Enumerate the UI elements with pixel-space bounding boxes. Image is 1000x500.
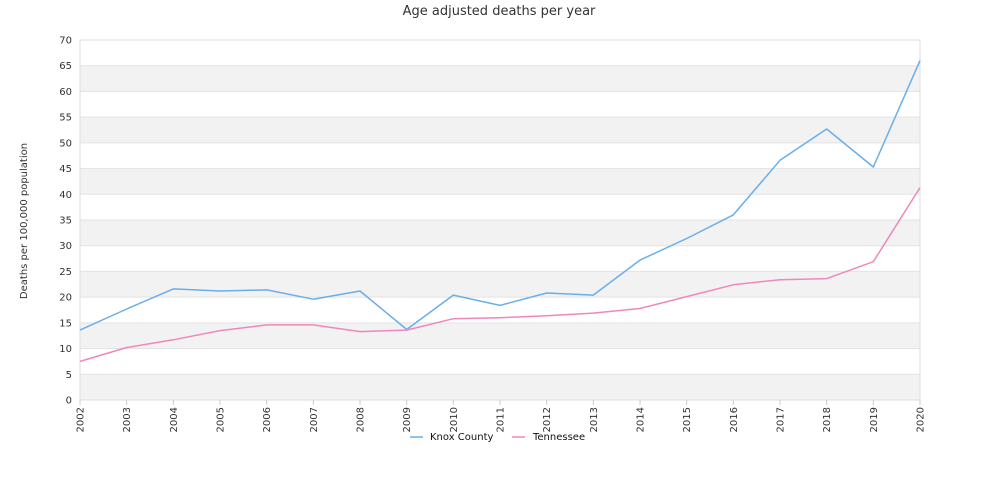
y-tick-label: 10 <box>59 344 72 355</box>
x-tick-label: 2018 <box>822 407 833 432</box>
x-tick-label: 2012 <box>542 407 553 432</box>
data-point[interactable] <box>544 291 549 296</box>
data-point[interactable] <box>498 315 503 320</box>
data-point[interactable] <box>824 126 829 131</box>
series-line-knox-county[interactable] <box>79 60 921 331</box>
data-point[interactable] <box>124 345 129 350</box>
data-point[interactable] <box>171 337 176 342</box>
x-tick-label: 2015 <box>682 407 693 432</box>
x-axis-ticks: 2002 2003 2004 2005 2006 2007 2008 2009 2010 2011… <box>76 400 927 432</box>
data-point[interactable] <box>451 293 456 298</box>
data-point[interactable] <box>918 58 923 63</box>
y-tick-label: 30 <box>59 241 72 252</box>
data-point[interactable] <box>591 311 596 316</box>
data-point[interactable] <box>918 185 923 190</box>
y-tick-label: 5 <box>66 370 72 381</box>
data-point[interactable] <box>451 316 456 321</box>
x-tick-label: 2008 <box>356 407 367 432</box>
data-point[interactable] <box>218 328 223 333</box>
y-tick-label: 70 <box>59 36 72 47</box>
x-tick-label: 2016 <box>729 407 740 432</box>
y-tick-label: 55 <box>59 113 72 124</box>
data-point[interactable] <box>171 286 176 291</box>
x-tick-label: 2011 <box>496 407 507 432</box>
y-axis-label: Deaths per 100,000 population <box>19 143 30 299</box>
legend-label: Knox County <box>430 432 494 443</box>
data-point[interactable] <box>404 328 409 333</box>
data-point[interactable] <box>778 277 783 282</box>
data-point[interactable] <box>544 313 549 318</box>
data-point[interactable] <box>124 306 129 311</box>
data-point[interactable] <box>871 165 876 170</box>
legend[interactable]: Knox County Tennessee <box>410 432 585 443</box>
x-tick-label: 2002 <box>76 407 87 432</box>
data-point[interactable] <box>78 359 83 364</box>
y-tick-label: 50 <box>59 138 72 149</box>
legend-item-knox-county[interactable]: Knox County <box>410 432 494 443</box>
y-tick-label: 35 <box>59 216 72 227</box>
data-point[interactable] <box>264 287 269 292</box>
grid-band <box>80 168 920 195</box>
data-point[interactable] <box>264 322 269 327</box>
data-point[interactable] <box>824 276 829 281</box>
y-tick-label: 45 <box>59 164 72 175</box>
x-tick-label: 2013 <box>589 407 600 432</box>
data-point[interactable] <box>591 293 596 298</box>
data-point[interactable] <box>684 294 689 299</box>
x-tick-label: 2014 <box>636 407 647 432</box>
y-tick-label: 15 <box>59 318 72 329</box>
x-tick-label: 2009 <box>402 407 413 432</box>
grid-band <box>80 374 920 400</box>
grid-lines <box>80 39 920 401</box>
series-line-tennessee[interactable] <box>79 187 921 363</box>
y-tick-label: 65 <box>59 61 72 72</box>
data-point[interactable] <box>498 303 503 308</box>
x-tick-label: 2006 <box>262 407 273 432</box>
grid-bands <box>80 65 920 400</box>
data-point[interactable] <box>311 297 316 302</box>
x-tick-label: 2010 <box>449 407 460 432</box>
x-tick-label: 2003 <box>122 407 133 432</box>
y-tick-label: 60 <box>59 87 72 98</box>
x-tick-label: 2017 <box>776 407 787 432</box>
grid-band <box>80 271 920 298</box>
data-point[interactable] <box>731 212 736 217</box>
grid-band <box>80 322 920 349</box>
grid-band <box>80 220 920 246</box>
x-tick-label: 2007 <box>309 407 320 432</box>
data-point[interactable] <box>638 258 643 263</box>
x-tick-label: 2005 <box>216 407 227 432</box>
data-point[interactable] <box>731 282 736 287</box>
x-tick-label: 2020 <box>916 407 927 432</box>
data-point[interactable] <box>311 322 316 327</box>
data-point[interactable] <box>78 328 83 333</box>
y-tick-label: 0 <box>66 396 72 407</box>
data-point[interactable] <box>778 158 783 163</box>
x-tick-label: 2004 <box>169 407 180 432</box>
y-tick-label: 20 <box>59 293 72 304</box>
series-lines <box>78 58 923 364</box>
legend-item-tennessee[interactable]: Tennessee <box>512 432 585 443</box>
data-point[interactable] <box>218 288 223 293</box>
grid-band <box>80 65 920 92</box>
data-point[interactable] <box>358 329 363 334</box>
y-tick-label: 40 <box>59 190 72 201</box>
data-point[interactable] <box>358 288 363 293</box>
data-point[interactable] <box>638 306 643 311</box>
data-point[interactable] <box>684 236 689 241</box>
y-axis-ticks: 0 5 10 15 20 25 30 35 40 45 50 55 60 65 70 <box>59 36 72 407</box>
chart-title: Age adjusted deaths per year <box>403 4 596 19</box>
legend-label: Tennessee <box>532 432 585 443</box>
x-tick-label: 2019 <box>869 407 880 432</box>
grid-band <box>80 117 920 143</box>
data-point[interactable] <box>871 259 876 264</box>
y-tick-label: 25 <box>59 267 72 278</box>
